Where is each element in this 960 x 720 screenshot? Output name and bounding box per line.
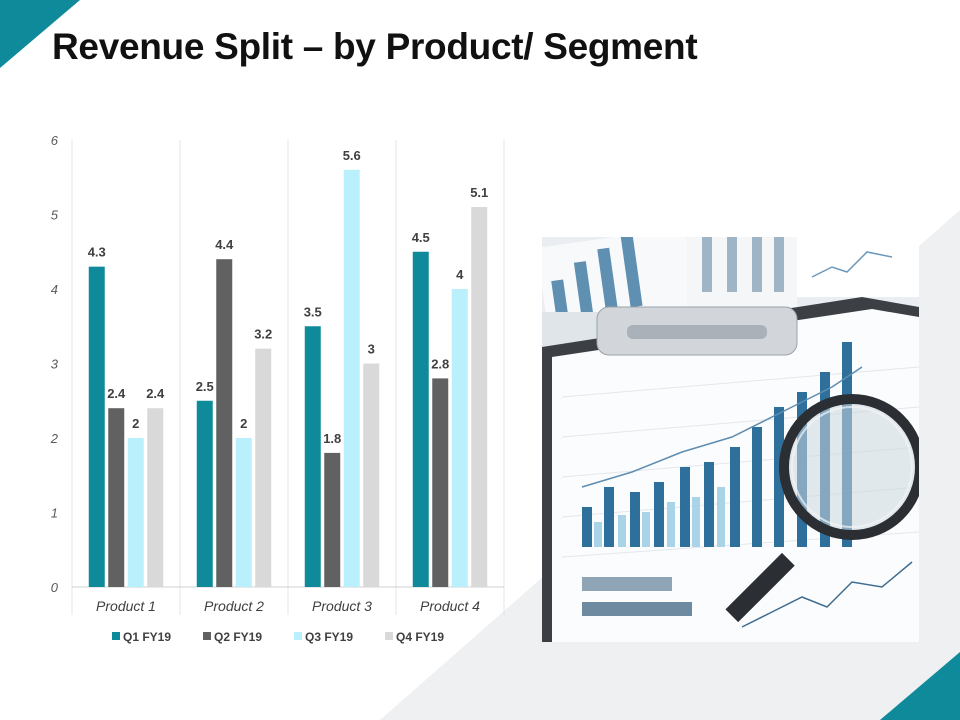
data-label: 2 [240, 416, 247, 431]
financial-charts-photo [542, 237, 919, 642]
data-label: 5.1 [470, 185, 488, 200]
bar [127, 438, 144, 587]
category-label: Product 3 [312, 598, 372, 614]
legend-label: Q1 FY19 [123, 630, 171, 644]
y-tick-label: 6 [51, 133, 59, 148]
page-title: Revenue Split – by Product/ Segment [52, 26, 698, 67]
data-label: 3.5 [304, 304, 322, 319]
legend-label: Q4 FY19 [396, 630, 444, 644]
data-label: 2.8 [431, 356, 449, 371]
y-tick-label: 4 [51, 282, 58, 297]
bar [235, 438, 252, 587]
category-label: Product 4 [420, 598, 480, 614]
data-label: 4.4 [215, 237, 234, 252]
bar [343, 169, 360, 588]
revenue-bar-chart: 0 1 2 3 4 5 6 4.3 2.4 2 2.4 Product 1 2.5 4.4 2 3.2 Prod… [50, 133, 505, 644]
data-label: 2 [132, 416, 139, 431]
data-label: 4.5 [412, 230, 430, 245]
y-tick-label: 1 [51, 506, 58, 521]
y-tick-label: 0 [51, 580, 59, 595]
category-label: Product 1 [96, 598, 156, 614]
bar [147, 408, 164, 587]
legend-label: Q3 FY19 [305, 630, 353, 644]
data-label: 3 [368, 342, 375, 357]
bar [324, 452, 341, 587]
y-tick-label: 3 [51, 357, 59, 372]
bar [471, 207, 488, 588]
data-label: 4.3 [88, 245, 106, 260]
bar [196, 400, 213, 587]
corner-accent-top-left [0, 0, 80, 68]
y-tick-label: 2 [50, 431, 59, 446]
data-label: 2.5 [196, 379, 214, 394]
y-tick-label: 5 [51, 208, 59, 223]
bar [255, 348, 272, 587]
bar [451, 289, 468, 587]
bar [216, 259, 233, 587]
bar [108, 408, 125, 587]
data-label: 1.8 [323, 431, 341, 446]
corner-accent-bottom-right [880, 652, 960, 720]
data-label: 3.2 [254, 327, 272, 342]
bar [412, 251, 429, 587]
bar [88, 266, 105, 587]
category-label: Product 2 [204, 598, 264, 614]
data-label: 4 [456, 267, 464, 282]
bar [363, 363, 380, 587]
legend-swatch [112, 632, 120, 640]
bar [304, 326, 321, 587]
legend-swatch [294, 632, 302, 640]
data-label: 2.4 [146, 386, 165, 401]
legend-swatch [203, 632, 211, 640]
legend-swatch [385, 632, 393, 640]
data-label: 5.6 [343, 148, 361, 163]
bar [432, 378, 449, 587]
legend-label: Q2 FY19 [214, 630, 262, 644]
data-label: 2.4 [107, 386, 126, 401]
